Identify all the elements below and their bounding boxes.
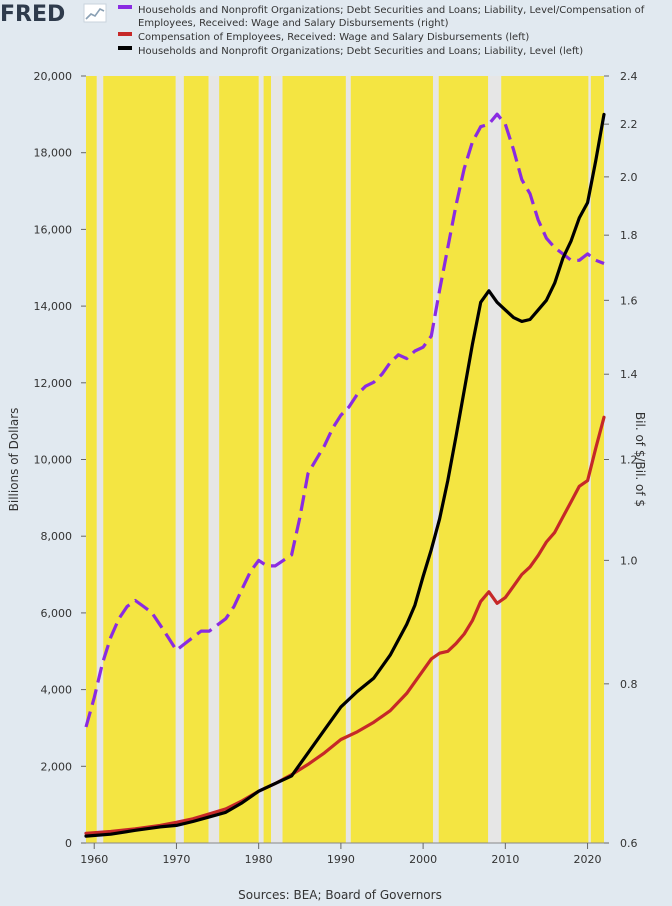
x-axis-tick-label: 1970 [162,853,190,866]
legend-label: Employees, Received: Wage and Salary Dis… [138,18,449,29]
right-axis-tick-label: 1.0 [620,554,638,567]
legend-swatch [118,5,132,9]
left-axis-tick-label: 10,000 [34,454,73,467]
recession-band [588,76,591,843]
legend: Households and Nonprofit Organizations; … [118,5,645,57]
right-axis-tick-label: 2.0 [620,171,638,184]
left-axis-title: Billions of Dollars [7,408,21,512]
legend-label: Households and Nonprofit Organizations; … [138,5,645,16]
recession-band [432,76,439,843]
left-axis-tick-label: 8,000 [41,530,73,543]
x-axis-tick-label: 1960 [80,853,108,866]
right-axis-tick-label: 1.2 [620,454,638,467]
recession-band [175,76,184,843]
recession-shading [96,76,591,843]
left-axis-tick-label: 14,000 [34,300,73,313]
right-axis-tick-label: 1.8 [620,229,638,242]
x-axis-tick-label: 2010 [491,853,519,866]
right-axis-tick-label: 1.6 [620,294,638,307]
left-axis-tick-label: 0 [65,837,72,850]
line-chart-icon [83,3,107,23]
source-note: Sources: BEA; Board of Governors [238,888,442,902]
left-axis-tick-label: 4,000 [41,684,73,697]
x-axis: 1960 1970 1980 1990 2000 2010 2020 [80,842,604,866]
left-axis-tick-label: 2,000 [41,760,73,773]
plot-area [86,76,604,843]
left-axis-tick-label: 12,000 [34,377,73,390]
right-axis-tick-label: 0.8 [620,678,638,691]
left-axis: 0 2,000 4,000 6,000 8,000 10,000 12,000 14,000 1… [34,70,86,850]
x-axis-tick-label: 1990 [327,853,355,866]
series-line-debt-to-compensation-ratio [84,112,605,728]
left-axis-tick-label: 6,000 [41,607,73,620]
x-axis-tick-label: 2020 [574,853,602,866]
legend-label: Compensation of Employees, Received: Wag… [138,32,529,43]
recession-band [208,76,220,843]
left-axis-tick-label: 16,000 [34,223,73,236]
right-axis-title: Bil. of $/Bil. of $ [633,412,647,507]
legend-swatch [118,46,132,50]
right-axis: 0.6 0.8 1.0 1.2 1.4 1.6 1.8 2.0 2.2 2.4 [604,70,638,850]
legend-label: Households and Nonprofit Organizations; … [138,46,583,57]
series-line-household-debt [84,112,606,838]
x-axis-tick-label: 2000 [409,853,437,866]
legend-swatch [118,32,132,36]
recession-band [258,76,264,843]
recession-band [96,76,104,843]
recession-band [271,76,283,843]
x-axis-tick-label: 1980 [245,853,273,866]
right-axis-tick-label: 1.4 [620,368,638,381]
right-axis-tick-label: 2.2 [620,118,638,131]
series-layer [84,112,606,838]
right-axis-tick-label: 2.4 [620,70,638,83]
fred-logo[interactable]: FRED [0,2,107,27]
recession-band [345,76,351,843]
right-axis-tick-label: 0.6 [620,837,638,850]
recession-band [488,76,502,843]
series-line-compensation-of-employees [84,415,606,836]
left-axis-tick-label: 20,000 [34,70,73,83]
left-axis-tick-label: 18,000 [34,147,73,160]
fred-logo-text: FRED [0,2,65,27]
